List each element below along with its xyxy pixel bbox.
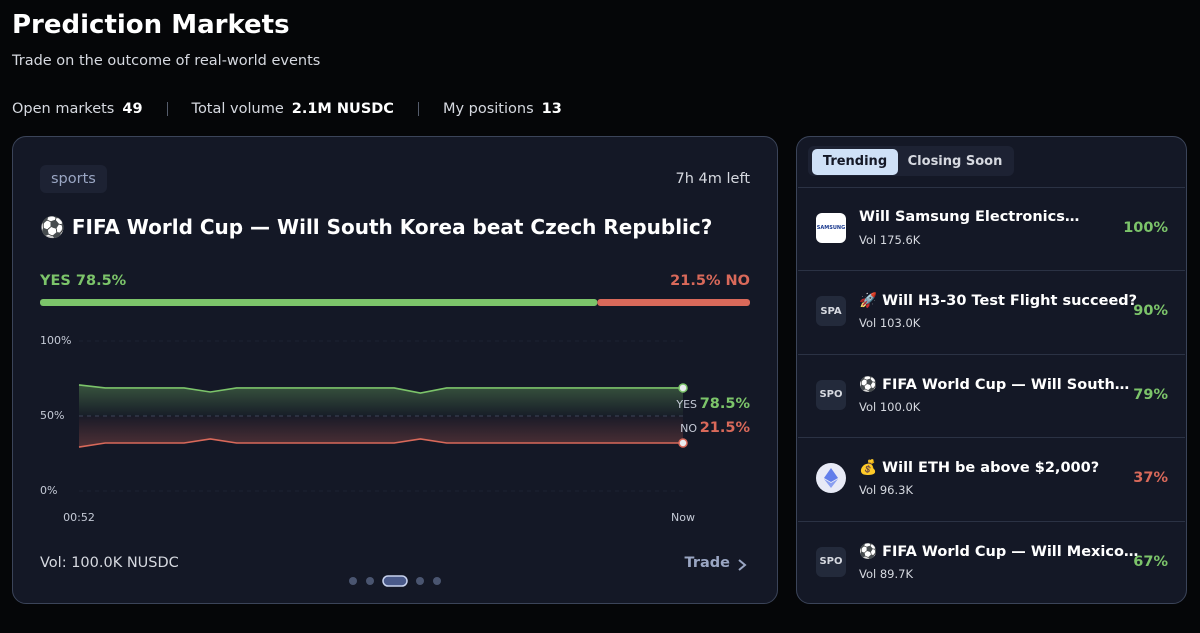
market-icon: SPO [816, 379, 846, 410]
time-left: 7h 4m left [675, 171, 750, 187]
yes-label: YES 78.5% [40, 273, 127, 289]
tab-active[interactable]: Trending [812, 149, 898, 175]
no-label: 21.5% NO [670, 273, 750, 289]
icon-text: SPA [820, 305, 842, 317]
market-volume: Vol 175.6K [859, 233, 921, 247]
divider [798, 187, 1185, 188]
tab[interactable]: Closing Soon [907, 154, 1003, 169]
stat-value: 13 [541, 101, 562, 117]
stat-label: Open markets [12, 101, 115, 117]
market-icon [816, 463, 846, 494]
stat-label: Total volume [191, 101, 284, 117]
trending-row[interactable]: 💰 Will ETH be above $2,000? Vol 96.3K 37% [797, 437, 1186, 520]
market-volume: Vol: 100.0K NUSDC [40, 555, 179, 571]
eth-logo [824, 468, 838, 489]
market-title: 💰 Will ETH be above $2,000? [859, 460, 1100, 477]
stat-label: My positions [442, 101, 534, 117]
market-title: Will Samsung Electronics… [859, 209, 1080, 225]
stat-divider [417, 102, 419, 116]
market-icon: SPO [816, 546, 846, 577]
trending-panel [796, 136, 1187, 604]
page-title: Prediction Markets [12, 10, 290, 40]
trending-row[interactable]: SAMSUNG Will Samsung Electronics… Vol 175.… [797, 187, 1186, 270]
divider [798, 353, 1185, 355]
stat-value: 49 [122, 101, 143, 117]
icon-text: SPO [819, 556, 843, 568]
page-subtitle: Trade on the outcome of real-world event… [12, 53, 321, 69]
trade-button[interactable]: Trade [684, 555, 730, 571]
stats-bar: Open markets 49 Total volume 2.1M NUSDC My p… [12, 101, 562, 117]
market-chance: 67% [1133, 553, 1168, 570]
icon-text: SAMSUNG [816, 225, 846, 231]
market-title: 🚀 Will H3-30 Test Flight succeed? [859, 293, 1138, 310]
market-volume: Vol 89.7K [859, 566, 914, 581]
market-chance: 90% [1133, 303, 1168, 320]
icon-text: SPO [819, 389, 843, 401]
stat-value: 2.1M NUSDC [291, 101, 394, 117]
market-title: ⚽ FIFA World Cup — Will South Korea beat… [40, 215, 713, 239]
stat-divider [166, 102, 168, 116]
divider [798, 437, 1185, 439]
trending-row[interactable]: SPA 🚀 Will H3-30 Test Flight succeed? Vol … [797, 270, 1186, 353]
trending-row[interactable]: SPO ⚽ FIFA World Cup — Will Mexico… Vol 89… [797, 521, 1186, 604]
market-icon: SAMSUNG [816, 213, 846, 243]
market-title: ⚽ FIFA World Cup — Will Mexico… [859, 543, 1139, 560]
market-volume: Vol 96.3K [859, 483, 914, 498]
category-tag: sports [40, 165, 107, 193]
market-volume: Vol 103.0K [859, 316, 921, 331]
divider [798, 520, 1185, 522]
market-icon: SPA [816, 296, 846, 327]
market-title: ⚽ FIFA World Cup — Will South… [859, 376, 1130, 393]
market-chance: 37% [1133, 470, 1168, 487]
market-chance: 100% [1123, 220, 1168, 236]
market-volume: Vol 100.0K [859, 399, 921, 414]
divider [798, 270, 1185, 272]
market-chance: 79% [1133, 386, 1168, 403]
featured-card[interactable] [12, 136, 778, 604]
trending-row[interactable]: SPO ⚽ FIFA World Cup — Will South… Vol 100… [797, 354, 1186, 437]
chevron-icon[interactable] [736, 558, 748, 572]
